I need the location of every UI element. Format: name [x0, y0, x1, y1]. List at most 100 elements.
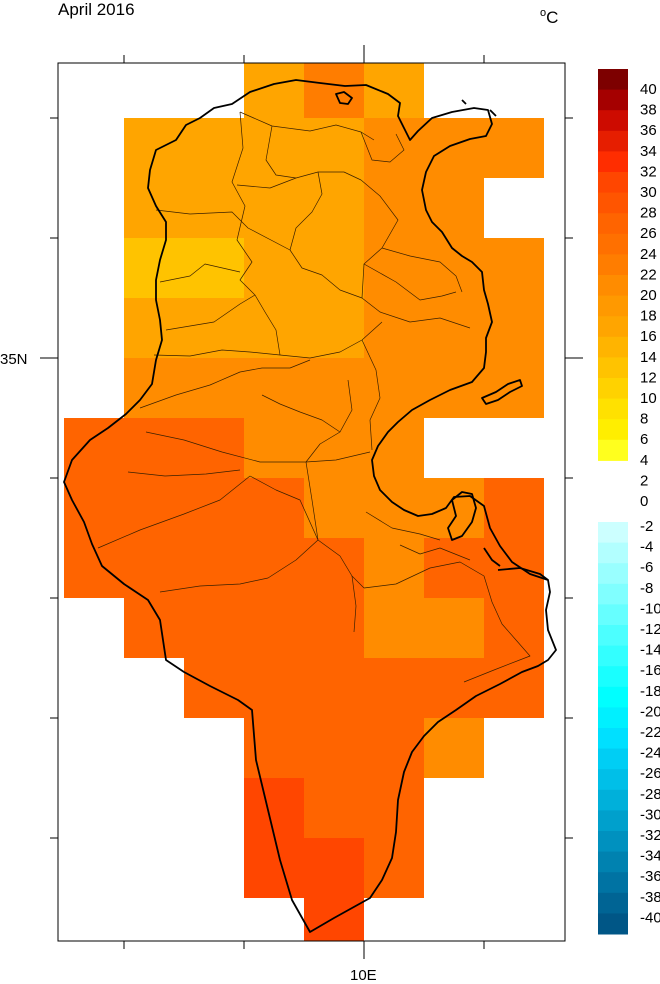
colorbar-swatch	[598, 851, 628, 873]
colorbar-swatch	[598, 666, 628, 688]
colorbar-swatch	[598, 707, 628, 729]
grid-cell	[244, 238, 304, 298]
colorbar-tick-label: 36	[640, 122, 657, 139]
grid-cell	[124, 178, 184, 238]
grid-cell	[304, 118, 364, 178]
colorbar-swatch	[598, 748, 628, 770]
grid-cell	[244, 418, 304, 478]
grid-cell	[184, 598, 244, 658]
grid-cell	[424, 298, 484, 358]
grid-cell	[304, 358, 364, 418]
grid-cell	[304, 298, 364, 358]
grid-cell	[364, 478, 424, 538]
grid-cell	[244, 118, 304, 178]
colorbar-tick-label: 14	[640, 349, 657, 366]
colorbar-swatch	[598, 604, 628, 626]
colorbar-swatch	[598, 810, 628, 832]
colorbar-swatch	[598, 728, 628, 750]
grid-cell	[484, 478, 544, 538]
grid-cell	[124, 298, 184, 358]
grid-cell	[64, 478, 124, 538]
grid-cell	[244, 778, 304, 838]
colorbar-swatch	[598, 398, 628, 420]
colorbar-swatch	[598, 583, 628, 605]
colorbar-swatch	[598, 130, 628, 152]
grid-cell	[424, 658, 484, 718]
grid-cell	[484, 298, 544, 358]
colorbar-swatch	[598, 336, 628, 358]
grid-cell	[364, 418, 424, 478]
grid-cell	[364, 298, 424, 358]
grid-cell	[304, 778, 364, 838]
colorbar-swatch	[598, 213, 628, 235]
grid-cell	[244, 178, 304, 238]
colorbar-tick-label: 24	[640, 246, 657, 263]
colorbar-tick-label: -6	[640, 559, 653, 576]
grid-cell	[184, 538, 244, 598]
plot-frame	[40, 45, 583, 959]
colorbar-swatch	[598, 357, 628, 379]
colorbar-tick-label: 2	[640, 472, 648, 489]
colorbar-tick-label: 18	[640, 308, 657, 325]
colorbar-tick-label: -2	[640, 518, 653, 535]
colorbar-swatch	[598, 110, 628, 132]
colorbar-tick-label: 20	[640, 287, 657, 304]
colorbar-tick-label: -14	[640, 642, 660, 659]
colorbar-tick-label: 30	[640, 184, 657, 201]
temperature-grid	[64, 63, 544, 941]
grid-cell	[244, 478, 304, 538]
colorbar-swatch	[598, 419, 628, 441]
colorbar-swatch	[598, 69, 628, 91]
colorbar-swatch	[598, 233, 628, 255]
colorbar-labels: 4038363432302826242220181614121086420-2-…	[640, 81, 660, 926]
colorbar-tick-label: -40	[640, 909, 660, 926]
grid-cell	[364, 598, 424, 658]
colorbar-swatch	[598, 625, 628, 647]
grid-cell	[424, 178, 484, 238]
grid-cell	[364, 63, 424, 118]
grid-cell	[244, 598, 304, 658]
grid-cell	[424, 538, 484, 598]
map-title: April 2016	[58, 0, 135, 19]
colorbar-swatch	[598, 295, 628, 317]
units-text: C	[546, 8, 559, 27]
grid-cell	[304, 238, 364, 298]
colorbar-tick-label: 40	[640, 81, 657, 98]
grid-cell	[244, 298, 304, 358]
grid-cell	[184, 178, 244, 238]
grid-cell	[364, 178, 424, 238]
grid-cell	[424, 118, 484, 178]
colorbar-tick-label: 16	[640, 328, 657, 345]
colorbar-tick-label: 22	[640, 266, 657, 283]
grid-cell	[244, 658, 304, 718]
colorbar-tick-label: 8	[640, 411, 648, 428]
grid-cell	[304, 418, 364, 478]
grid-cell	[304, 838, 364, 898]
grid-cell	[424, 238, 484, 298]
colorbar-tick-label: -12	[640, 621, 660, 638]
units-label: oC	[540, 2, 558, 29]
country-outline	[63, 79, 557, 933]
colorbar-tick-label: 4	[640, 452, 648, 469]
colorbar	[598, 69, 628, 935]
grid-cell	[364, 658, 424, 718]
colorbar-tick-label: 0	[640, 493, 648, 510]
grid-cell	[184, 238, 244, 298]
colorbar-tick-label: -34	[640, 848, 660, 865]
grid-cell	[124, 238, 184, 298]
grid-cell	[304, 538, 364, 598]
grid-cell	[484, 238, 544, 298]
degree-sign: o	[540, 7, 547, 19]
grid-cell	[364, 538, 424, 598]
colorbar-swatch	[598, 378, 628, 400]
colorbar-tick-label: -20	[640, 703, 660, 720]
grid-cell	[124, 538, 184, 598]
grid-cell	[484, 118, 544, 178]
colorbar-swatch	[598, 542, 628, 564]
grid-cell	[124, 418, 184, 478]
grid-cell	[484, 358, 544, 418]
colorbar-swatch	[598, 872, 628, 894]
colorbar-tick-label: -8	[640, 580, 653, 597]
colorbar-swatch	[598, 892, 628, 914]
